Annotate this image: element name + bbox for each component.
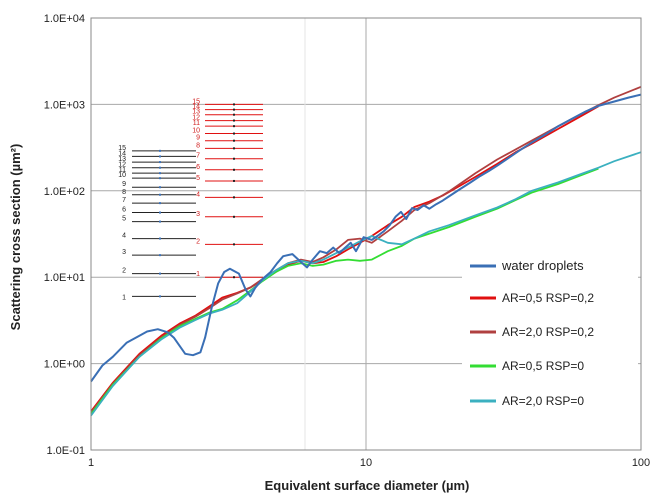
inset-red-index: 4 — [196, 191, 200, 198]
inset-red-marker — [233, 113, 235, 116]
inset-black-marker — [159, 220, 161, 223]
x-tick-labels: 1 10 100 — [88, 457, 650, 469]
inset-red-index: 9 — [196, 135, 200, 142]
y-tick-label: 1.0E+00 — [44, 359, 85, 371]
legend: water droplets AR=0,5 RSP=0,2 AR=2,0 RSP=0… — [462, 248, 638, 418]
legend-label: AR=0,5 RSP=0,2 — [502, 291, 594, 305]
inset-black-index: 3 — [122, 249, 126, 256]
series-line-1 — [90, 93, 642, 383]
series-line-2 — [90, 105, 599, 412]
inset-red-marker — [233, 103, 235, 106]
x-axis-label: Equivalent surface diameter (µm) — [265, 478, 470, 493]
inset-red-marker — [233, 139, 235, 142]
inset-red-index: 13 — [192, 109, 200, 116]
inset-red-index: 2 — [196, 238, 200, 245]
legend-label: AR=0,5 RSP=0 — [502, 359, 584, 373]
series-lines — [90, 85, 642, 417]
inset-black-marker — [159, 172, 161, 175]
inset-black-marker — [159, 177, 161, 180]
inset-red-marker — [233, 276, 235, 279]
inset-red-marker — [233, 157, 235, 160]
inset-red-index: 5 — [196, 175, 200, 182]
inset-black-index: 12 — [118, 162, 126, 169]
inset-black-marker — [159, 161, 161, 164]
inset-black-marker — [159, 237, 161, 240]
inset-red-marker — [233, 168, 235, 171]
inset-red-marker — [233, 119, 235, 122]
inset-black-index: 5 — [122, 216, 126, 223]
y-tick-label: 1.0E+02 — [44, 186, 85, 198]
inset-black-index: 2 — [122, 268, 126, 275]
y-tick-labels: 1.0E-01 1.0E+00 1.0E+01 1.0E+02 1.0E+03 1.0E+… — [44, 13, 85, 457]
y-tick-label: 1.0E+01 — [44, 272, 85, 284]
inset-red-index: 6 — [196, 164, 200, 171]
legend-label: AR=2,0 RSP=0 — [502, 394, 584, 408]
inset-black-marker — [159, 193, 161, 196]
inset-red-marker — [233, 108, 235, 111]
y-tick-label: 1.0E+03 — [44, 99, 85, 111]
inset-black-index: 7 — [122, 197, 126, 204]
inset-red-marker — [233, 215, 235, 218]
inset-red-index: 15 — [192, 98, 200, 105]
inset-red-marker — [233, 147, 235, 150]
inset-black-index: 6 — [122, 207, 126, 214]
inset-black-marker — [159, 186, 161, 189]
inset-red-marker — [233, 196, 235, 199]
y-tick-label: 1.0E-01 — [46, 445, 85, 457]
x-tick-label: 100 — [632, 457, 650, 469]
inset-red-marker — [233, 243, 235, 246]
x-tick-label: 1 — [88, 457, 94, 469]
inset-black-index: 9 — [122, 181, 126, 188]
inset-red-index: 7 — [196, 153, 200, 160]
inset-red-index: 1 — [196, 271, 200, 278]
y-tick-label: 1.0E+04 — [44, 13, 85, 25]
y-axis-label: Scattering cross section (µm²) — [8, 144, 23, 331]
legend-label: AR=2,0 RSP=0,2 — [502, 325, 594, 339]
inset-red-marker — [233, 179, 235, 182]
inset-index-ladder: 1234567891011121314151234567891011121314… — [118, 98, 263, 301]
inset-black-marker — [159, 155, 161, 158]
inset-black-marker — [159, 202, 161, 205]
inset-black-marker — [159, 166, 161, 169]
inset-red-index: 10 — [192, 128, 200, 135]
inset-black-marker — [159, 272, 161, 275]
inset-red-marker — [233, 125, 235, 128]
inset-black-index: 13 — [118, 156, 126, 163]
inset-black-marker — [159, 211, 161, 214]
inset-red-index: 14 — [192, 104, 200, 111]
inset-red-marker — [233, 132, 235, 135]
inset-black-index: 1 — [122, 294, 126, 301]
plot-frame — [90, 17, 642, 451]
series-line-4 — [90, 167, 599, 415]
inset-black-marker — [159, 254, 161, 257]
inset-black-index: 14 — [118, 150, 126, 157]
inset-black-index: 4 — [122, 233, 126, 240]
inset-red-index: 12 — [192, 115, 200, 122]
inset-red-index: 8 — [196, 142, 200, 149]
inset-red-index: 11 — [193, 120, 200, 127]
legend-label: water droplets — [501, 258, 584, 273]
inset-black-index: 15 — [118, 145, 126, 152]
inset-black-marker — [159, 295, 161, 298]
inset-black-index: 10 — [118, 172, 126, 179]
inset-red-index: 3 — [196, 211, 200, 218]
inset-black-index: 8 — [122, 189, 126, 196]
inset-black-index: 11 — [119, 167, 126, 174]
x-tick-label: 10 — [360, 457, 372, 469]
inset-black-marker — [159, 149, 161, 152]
